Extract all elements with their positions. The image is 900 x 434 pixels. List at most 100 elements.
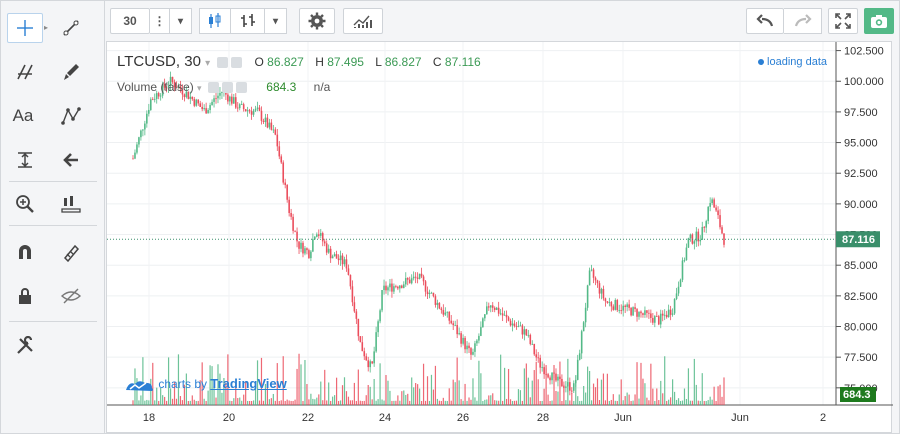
candle-body	[401, 285, 403, 288]
series-settings-icon[interactable]	[231, 56, 243, 68]
volume-settings-icon[interactable]	[221, 82, 233, 94]
symbol-dropdown-icon[interactable]: ▾	[205, 58, 211, 69]
candle-body	[717, 210, 719, 216]
settings-button[interactable]	[299, 8, 335, 34]
lock-drawings-icon[interactable]	[53, 237, 89, 267]
volume-bar	[229, 400, 231, 405]
volume-bar	[162, 395, 164, 405]
volume-bar	[673, 391, 676, 405]
text-icon[interactable]: Aa	[12, 106, 34, 125]
candle-body	[685, 247, 688, 261]
candle-body	[234, 97, 237, 108]
volume-bar	[290, 400, 292, 405]
symbol-title[interactable]: LTCUSD, 30	[117, 53, 201, 70]
ruler-icon[interactable]	[53, 189, 89, 219]
volume-bar	[549, 400, 551, 405]
chevron-right-icon[interactable]: ▸	[44, 23, 49, 32]
candle-body	[464, 337, 466, 350]
remove-volume-icon[interactable]	[235, 82, 247, 94]
candle-body	[555, 373, 557, 381]
magnet-icon[interactable]	[7, 237, 43, 267]
volume-bar	[146, 399, 148, 405]
candle-body	[486, 306, 488, 315]
interval-dropdown-icon[interactable]: ▾	[170, 8, 192, 34]
zoom-in-icon[interactable]	[7, 189, 43, 219]
volume-bar	[474, 397, 476, 405]
more-menu-icon[interactable]: ⋮	[150, 8, 170, 34]
watermark-brand[interactable]: TradingView	[210, 376, 287, 391]
volume-bar	[142, 357, 144, 405]
volume-bar	[515, 400, 518, 405]
volume-bar	[154, 400, 156, 405]
snapshot-button[interactable]	[864, 8, 894, 34]
volume-bar	[618, 394, 620, 405]
candle-body	[497, 307, 500, 314]
volume-bar	[357, 369, 359, 405]
remove-tools-icon[interactable]	[7, 331, 43, 361]
pattern-icon[interactable]	[53, 101, 89, 131]
fib-icon[interactable]	[7, 57, 43, 87]
volume-bar	[349, 400, 352, 405]
volume-bar	[587, 366, 589, 405]
candle-body	[155, 93, 158, 99]
volume-bar	[498, 400, 500, 405]
brush-icon[interactable]	[53, 57, 89, 87]
volume-bar	[670, 397, 672, 405]
interval-button[interactable]: 30	[110, 8, 150, 34]
volume-bar	[577, 396, 579, 405]
candle-body	[610, 302, 613, 307]
eye-hide-icon[interactable]	[53, 281, 89, 311]
volume-bar	[687, 368, 690, 405]
redo-icon	[794, 14, 812, 27]
candle-body	[592, 269, 595, 278]
candle-body	[434, 296, 437, 305]
volume-bar	[507, 368, 510, 405]
volume-bar	[189, 400, 191, 405]
candle-body	[288, 199, 290, 213]
arrow-left-icon[interactable]	[53, 145, 89, 175]
measure-icon[interactable]	[7, 145, 43, 175]
hide-volume-icon[interactable]	[207, 82, 219, 94]
candle-body	[495, 307, 498, 310]
candle-body	[207, 110, 209, 114]
trend-line-icon[interactable]	[53, 13, 89, 43]
volume-bar	[280, 400, 282, 405]
bars-style-button[interactable]	[231, 8, 265, 34]
tradingview-watermark[interactable]: charts by TradingView	[125, 376, 287, 392]
candle-body	[440, 308, 443, 311]
volume-bar	[343, 377, 346, 405]
hide-series-icon[interactable]	[217, 56, 229, 68]
candle-body	[236, 107, 239, 109]
candle-body	[665, 314, 668, 318]
volume-bar	[298, 353, 300, 405]
candle-body	[231, 96, 233, 104]
volume-dropdown-icon[interactable]: ▾	[197, 83, 202, 93]
candle-body	[458, 333, 460, 335]
candles-style-button[interactable]	[199, 8, 231, 34]
volume-bar	[703, 400, 705, 405]
indicators-button[interactable]	[343, 8, 383, 34]
candle-body	[209, 105, 211, 111]
candle-body	[195, 99, 198, 106]
candle-body	[233, 97, 235, 104]
chart-style-dropdown-icon[interactable]: ▾	[265, 8, 287, 34]
price-chart[interactable]: 102.500 100.000 97.500 95.000 92.500 90.000 87…	[107, 42, 893, 434]
candle-body	[517, 326, 520, 327]
candle-body	[292, 216, 294, 231]
volume-bar	[662, 393, 664, 405]
volume-title[interactable]: Volume (false)	[117, 80, 194, 94]
volume-bar	[523, 368, 525, 405]
candle-body	[703, 227, 706, 228]
volume-bar	[320, 381, 322, 405]
redo-button[interactable]	[784, 8, 822, 34]
candle-body	[723, 233, 725, 245]
volume-bar	[239, 397, 241, 405]
crosshair-icon[interactable]	[7, 13, 43, 43]
lock-icon[interactable]	[7, 281, 43, 311]
fullscreen-button[interactable]	[828, 8, 858, 34]
undo-button[interactable]	[746, 8, 784, 34]
x-tick-label: 18	[143, 412, 155, 424]
chart-area[interactable]: 102.500 100.000 97.500 95.000 92.500 90.000 87…	[106, 41, 893, 434]
volume-bar	[241, 400, 243, 405]
volume-bar	[711, 399, 713, 405]
